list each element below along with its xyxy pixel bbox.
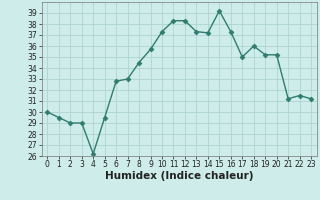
X-axis label: Humidex (Indice chaleur): Humidex (Indice chaleur): [105, 171, 253, 181]
